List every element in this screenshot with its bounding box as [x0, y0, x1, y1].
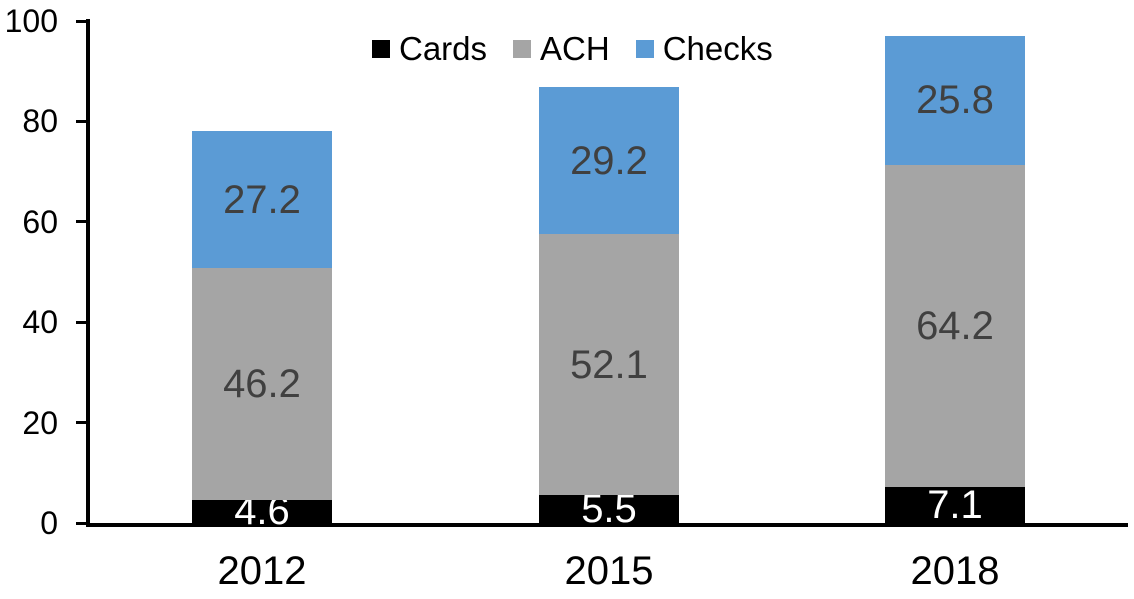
y-axis-tick	[76, 521, 86, 525]
y-axis-tick	[76, 220, 86, 224]
y-axis-tick	[76, 119, 86, 123]
y-axis-tick-label: 60	[22, 203, 58, 240]
legend-label: Checks	[662, 30, 773, 67]
y-axis-line	[86, 19, 90, 527]
x-axis-category-label: 2015	[564, 549, 654, 593]
legend-item-checks: Checks	[635, 30, 773, 67]
bar-segment-cards-2012: 4.6	[192, 491, 332, 531]
bar-segment-checks-2018: 25.8	[885, 35, 1025, 166]
bar-segment-ach-2012: 46.2	[192, 267, 332, 500]
legend-swatch-checks	[635, 39, 654, 58]
legend-swatch-cards	[372, 39, 390, 58]
y-axis-tick	[76, 320, 86, 324]
y-axis-tick-label: 100	[4, 3, 58, 39]
bar-value-label: 7.1	[927, 483, 983, 528]
bar-segment-checks-2012: 27.2	[192, 131, 332, 268]
legend-item-cards: Cards	[372, 32, 487, 65]
bar-value-label: 52.1	[570, 342, 648, 387]
x-axis-category-label: 2012	[217, 549, 307, 593]
y-axis-tick-label: 80	[22, 103, 58, 140]
bar-value-label: 27.2	[223, 177, 301, 222]
legend-item-ach: ACH	[513, 32, 610, 65]
bar-value-label: 25.8	[916, 78, 994, 123]
y-axis-tick-label: 20	[22, 404, 58, 441]
bar-segment-ach-2018: 64.2	[885, 165, 1025, 488]
bar-segment-ach-2015: 52.1	[539, 233, 679, 496]
bar-value-label: 5.5	[581, 487, 637, 532]
bar-segment-checks-2015: 29.2	[539, 87, 679, 234]
x-axis-category-label: 2018	[910, 549, 1000, 593]
y-axis-tick	[76, 19, 86, 23]
y-axis-tick-label: 0	[40, 505, 58, 541]
legend-label: ACH	[540, 30, 610, 67]
x-axis-line	[86, 523, 1128, 527]
y-axis-tick-label: 40	[22, 304, 58, 341]
chart-legend: Cards ACH Checks	[372, 32, 773, 65]
bar-segment-cards-2018: 7.1	[885, 483, 1025, 528]
legend-swatch-ach	[513, 39, 532, 58]
y-axis-tick	[76, 421, 86, 425]
bar-value-label: 46.2	[223, 361, 301, 406]
bar-value-label: 64.2	[916, 304, 994, 349]
bar-value-label: 29.2	[570, 138, 648, 183]
legend-label: Cards	[399, 30, 488, 67]
bar-segment-cards-2015: 5.5	[539, 489, 679, 529]
